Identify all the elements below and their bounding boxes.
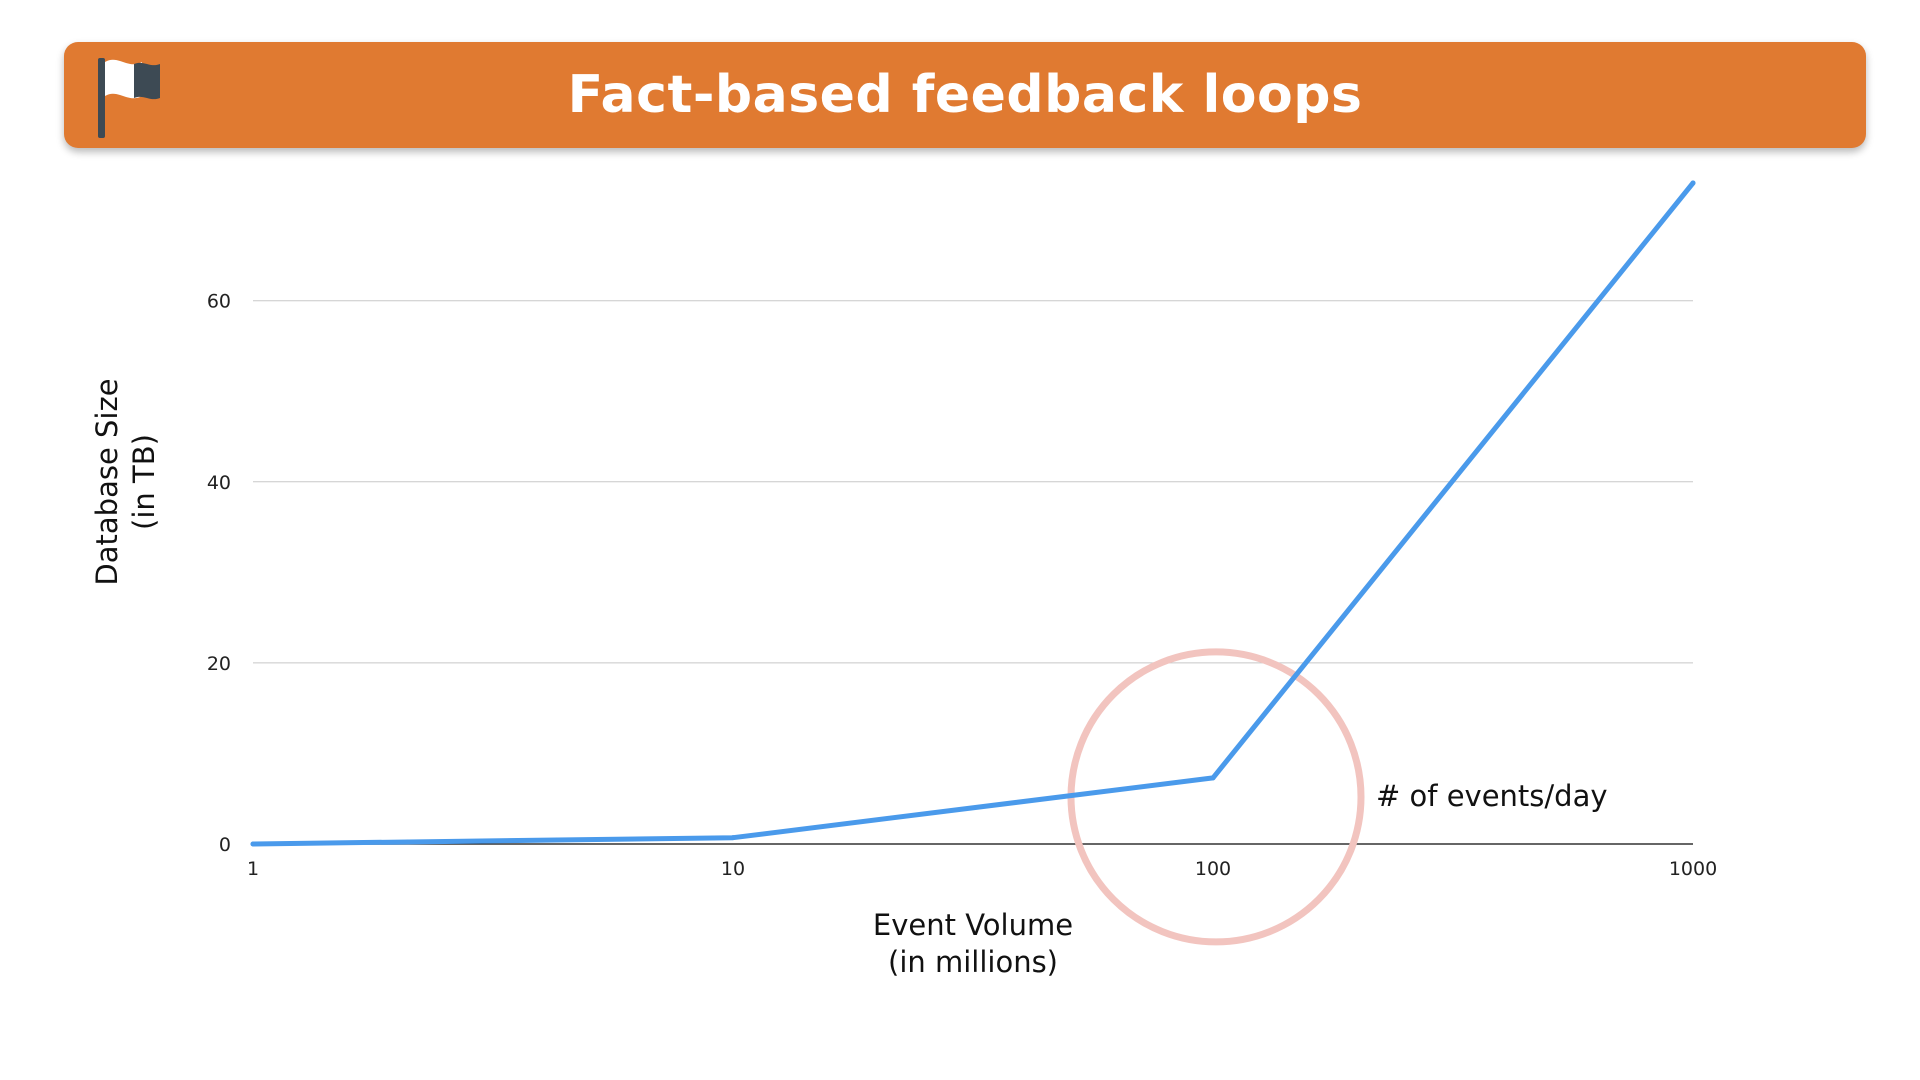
gridlines [253,300,1693,845]
y-tick-label: 40 [207,472,231,494]
title-banner: Fact-based feedback loops [64,42,1866,148]
x-tick-label: 100 [1195,858,1231,880]
data-point [1210,775,1216,781]
annotation-events-per-day: # of events/day [1376,779,1608,813]
x-tick-label: 1000 [1669,858,1717,880]
highlight-circle [1067,648,1365,946]
y-tick-label: 20 [207,653,231,675]
y-axis-title-line-2: (in TB) [127,434,161,530]
y-axis-title-line-1: Database Size [90,378,124,585]
x-tick-label: 10 [721,858,745,880]
x-axis-title-line-2: (in millions) [888,945,1058,979]
data-point [730,835,736,841]
flag-icon [98,58,160,138]
y-tick-label: 60 [207,291,231,313]
series-layer [250,180,1696,847]
series-line [250,180,1696,847]
y-tick-label: 0 [219,834,231,856]
data-point [250,841,256,847]
x-tick-label: 1 [247,858,259,880]
tick-labels: 0 20 40 60 1 10 100 1000 [207,291,1717,880]
data-point [1690,180,1696,186]
page-title: Fact-based feedback loops [567,65,1363,125]
highlight-layer [1067,648,1365,946]
x-axis-title-line-1: Event Volume [873,908,1073,942]
